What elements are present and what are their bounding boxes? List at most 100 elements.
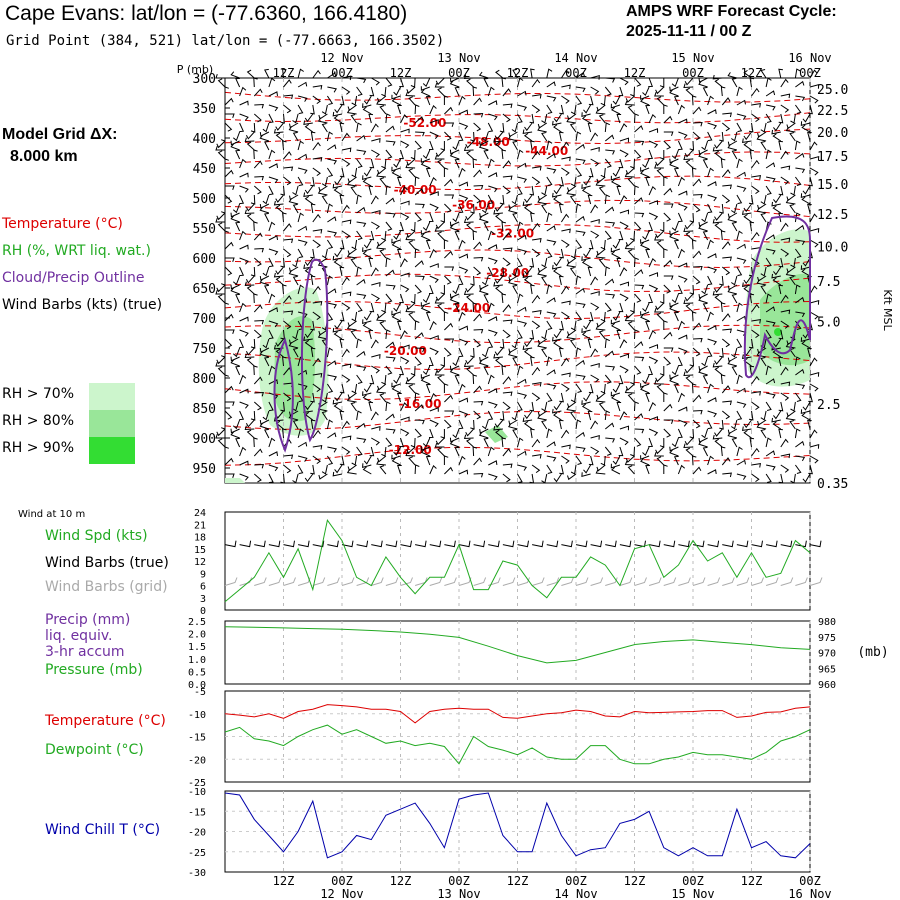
wind-barb-1678	[760, 194, 767, 205]
wind-barb-185	[275, 122, 284, 131]
wind-barb-679	[444, 106, 454, 115]
wind-barb-1697	[760, 357, 767, 367]
bottom-hour-label-7: 00Z	[682, 874, 704, 888]
wind-barb-1233	[612, 239, 621, 249]
wind-barb-446	[356, 446, 363, 456]
wind-barb-1558	[722, 328, 732, 334]
wind-barb-1480	[684, 437, 694, 446]
wind-barb-909	[517, 149, 524, 160]
temperature-contour-10	[224, 324, 811, 344]
wind-barb-true-75	[590, 540, 603, 548]
wind-barb-1730	[778, 257, 784, 268]
wind-barb-504	[381, 158, 387, 169]
wind-barb-948	[531, 104, 541, 114]
wind-barb-46	[235, 77, 241, 88]
wind-barb-861	[494, 131, 504, 140]
wind-barb-544	[397, 104, 402, 115]
wind-barb-1636	[743, 213, 752, 223]
wind-barb-1772	[795, 224, 805, 232]
wind-barb-1134	[590, 158, 600, 167]
wind-barb-1297	[634, 401, 639, 412]
wind-barb-1511	[702, 302, 709, 313]
wind-barb-1816	[809, 213, 818, 223]
wind-barb-703	[444, 322, 454, 331]
wind-barb-293	[310, 275, 316, 286]
wind-barb-1690	[765, 293, 772, 304]
wind-barb-1227	[611, 178, 621, 187]
wind-barb-1314	[642, 158, 650, 169]
wind-barb-1717	[772, 133, 782, 142]
wind-barb-1096	[575, 215, 585, 223]
wind-barb-1489	[707, 109, 717, 115]
wind-barb-1822	[801, 268, 811, 277]
wind-barb-927	[517, 320, 528, 327]
wind-barb-894	[493, 425, 503, 431]
wind-barb-636	[429, 131, 439, 139]
wind-barb-577	[400, 402, 408, 412]
wind-barb-1386	[663, 392, 668, 402]
wind-barb-381	[333, 259, 343, 268]
wind-barb-154	[268, 248, 279, 256]
wind-barb-672	[420, 449, 431, 457]
wind-barb-148	[262, 194, 270, 205]
wind-barb-1559	[721, 338, 731, 348]
wind-barb-717	[437, 447, 445, 457]
temperature-contour-3	[224, 151, 811, 167]
legend-rh: RH (%, WRT liq. wat.)	[2, 243, 151, 259]
wind-barb-1040	[552, 120, 562, 126]
wind-barb-782	[466, 222, 474, 232]
wind-barb-557	[393, 230, 401, 240]
wind-barb-57	[239, 185, 249, 193]
wind-10m-ytick-8: 24	[194, 508, 206, 519]
wind-barb-684	[434, 155, 445, 160]
wind-barb-854	[488, 473, 498, 481]
wind-barb-957	[529, 185, 535, 196]
wind-barb-815	[487, 122, 494, 133]
wind-barb-742	[458, 275, 464, 286]
wind-barb-535	[385, 437, 393, 447]
wind-barb-239	[288, 198, 299, 205]
wind-barb-1127	[588, 95, 594, 106]
wind-barb-244	[297, 248, 304, 259]
wind-barb-1225	[612, 167, 621, 177]
wind-barb-356	[327, 446, 337, 453]
wind-barb-746	[454, 302, 460, 313]
wind-barb-589	[414, 104, 420, 115]
wind-barb-152	[268, 221, 276, 232]
wind-barb-1479	[689, 428, 695, 439]
wind-barb-1577	[736, 86, 743, 97]
wind-barb-1268	[634, 149, 642, 159]
wind-barb-1643	[741, 282, 752, 288]
wind-barb-161	[268, 307, 278, 313]
wind-barb-1333	[645, 321, 650, 331]
wind-barb-1082	[575, 95, 583, 105]
wind-barb-1516	[701, 356, 709, 367]
wind-barb-834	[478, 287, 489, 295]
wind-barb-659	[429, 335, 439, 340]
wind-barb-true-66	[546, 540, 559, 548]
wind-barb-1465	[683, 299, 694, 305]
wind-barb-1143	[588, 239, 594, 250]
wind-barb-1745	[780, 392, 790, 401]
wind-barb-481	[371, 354, 381, 359]
wind-10m-ytick-1: 3	[200, 594, 206, 605]
wind-barb-1504	[707, 239, 714, 250]
wind-barb-37	[224, 410, 233, 420]
wind-barb-114	[246, 285, 255, 295]
wind-barb-1471	[689, 356, 695, 367]
wind-barb-1485	[698, 77, 708, 83]
wind-barb-1176	[604, 122, 611, 133]
wind-barb-686	[443, 167, 449, 177]
wind-barb-1797	[795, 455, 806, 462]
wind-barb-1771	[794, 212, 801, 223]
wind-barb-980	[531, 392, 541, 402]
wind-barb-955	[532, 165, 542, 171]
wind-barb-344	[317, 333, 328, 340]
wind-barb-961	[530, 212, 535, 223]
bottom-day-label-2: 14 Nov	[554, 887, 597, 900]
wind-barb-323	[327, 144, 337, 151]
wind-barb-330	[326, 203, 333, 214]
wind-barb-4	[225, 113, 235, 118]
wind-barb-1055	[553, 257, 562, 267]
wind-barb-1159	[588, 383, 594, 394]
